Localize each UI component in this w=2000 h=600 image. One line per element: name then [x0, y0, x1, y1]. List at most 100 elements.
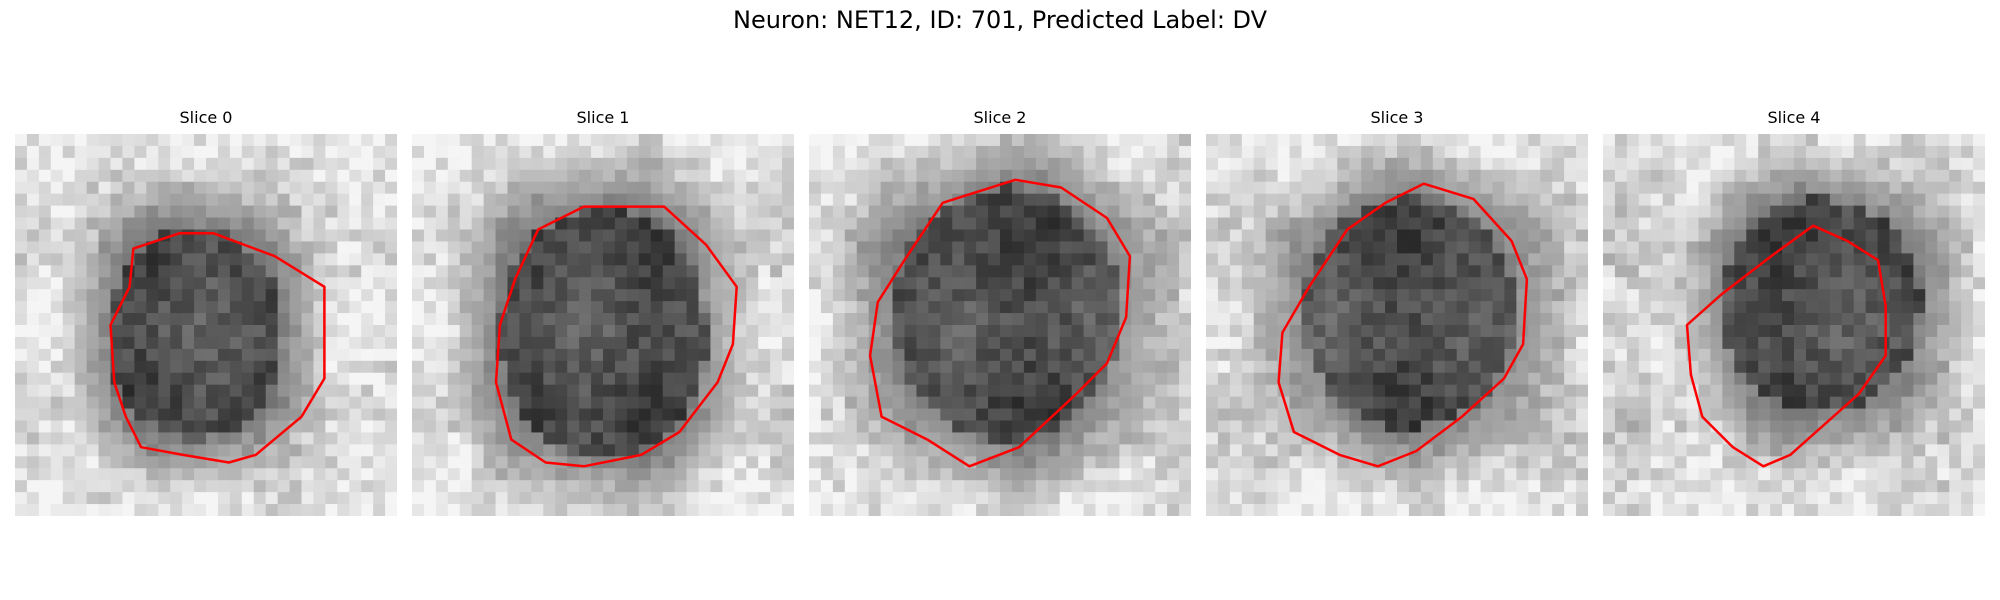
pixel: [1361, 372, 1374, 386]
pixel: [579, 444, 592, 457]
pixel: [182, 205, 195, 219]
pixel: [1083, 384, 1097, 398]
pixel: [1973, 336, 1985, 350]
pixel: [1179, 289, 1191, 302]
pixel: [26, 205, 40, 219]
pixel: [1480, 241, 1494, 254]
pixel: [1313, 229, 1326, 243]
pixel: [892, 277, 906, 290]
pixel: [301, 492, 315, 505]
pixel: [38, 253, 52, 266]
pixel: [579, 277, 592, 290]
pixel: [686, 253, 700, 266]
pixel: [1973, 277, 1985, 290]
pixel: [277, 492, 291, 505]
pixel: [519, 145, 532, 159]
pixel: [1504, 145, 1517, 159]
pixel: [447, 492, 461, 505]
pixel: [964, 444, 977, 457]
pixel: [507, 181, 521, 195]
pixel: [423, 169, 437, 183]
pixel: [1059, 492, 1073, 505]
pixel: [1265, 348, 1279, 362]
pixel: [916, 241, 929, 254]
pixel: [614, 432, 628, 445]
pixel: [1119, 360, 1132, 374]
pixel: [435, 432, 449, 445]
pixel: [1662, 134, 1676, 147]
pixel: [241, 157, 255, 171]
pixel: [976, 277, 989, 290]
pixel: [158, 468, 171, 481]
pixel: [1023, 241, 1037, 254]
pixel: [614, 408, 628, 422]
pixel: [1662, 432, 1676, 445]
pixel: [1686, 444, 1700, 457]
pixel: [1083, 134, 1097, 147]
pixel: [844, 325, 858, 338]
pixel: [1023, 157, 1037, 171]
pixel: [1143, 289, 1156, 302]
pixel: [952, 145, 965, 159]
pixel: [277, 456, 291, 469]
pixel: [928, 480, 941, 493]
pixel: [86, 134, 100, 147]
pixel: [1937, 432, 1950, 445]
pixel: [567, 229, 580, 243]
pixel: [1913, 169, 1926, 183]
pixel: [146, 301, 159, 314]
pixel: [1023, 205, 1037, 219]
pixel: [531, 432, 544, 445]
pixel: [337, 348, 350, 362]
pixel: [809, 456, 822, 469]
pixel: [1023, 372, 1037, 386]
pixel: [435, 372, 449, 386]
pixel: [856, 456, 870, 469]
pixel: [1047, 432, 1061, 445]
pixel: [880, 336, 894, 350]
pixel: [519, 301, 532, 314]
pixel: [820, 205, 834, 219]
pixel: [1746, 313, 1759, 326]
pixel: [15, 241, 28, 254]
pixel: [1349, 384, 1362, 398]
pixel: [1119, 456, 1132, 469]
pixel: [1313, 205, 1326, 219]
pixel: [289, 193, 303, 207]
pixel: [1961, 229, 1974, 243]
pixel: [241, 229, 255, 243]
pixel: [1155, 181, 1168, 195]
pixel: [1023, 420, 1037, 434]
pixel: [820, 348, 834, 362]
pixel: [832, 134, 846, 147]
pixel: [1925, 372, 1938, 386]
pixel: [1229, 468, 1243, 481]
pixel: [1408, 360, 1422, 374]
pixel: [507, 408, 521, 422]
pixel: [1614, 420, 1628, 434]
pixel: [770, 241, 783, 254]
pixel: [1949, 241, 1962, 254]
pixel: [1698, 289, 1712, 302]
pixel: [1143, 217, 1156, 231]
pixel: [15, 360, 28, 374]
pixel: [674, 480, 688, 493]
pixel: [734, 372, 747, 386]
pixel: [313, 408, 326, 422]
pixel: [229, 360, 243, 374]
pixel: [1349, 504, 1362, 516]
pixel: [964, 492, 977, 505]
pixel: [1722, 205, 1735, 219]
pixel: [1973, 217, 1985, 231]
pixel: [722, 157, 735, 171]
pixel: [626, 396, 640, 410]
pixel: [758, 157, 771, 171]
pixel: [698, 456, 712, 469]
pixel: [182, 301, 195, 314]
pixel: [1155, 348, 1168, 362]
pixel: [1444, 134, 1458, 147]
pixel: [241, 492, 255, 505]
pixel: [1361, 408, 1374, 422]
pixel: [1432, 408, 1446, 422]
pixel: [459, 253, 473, 266]
